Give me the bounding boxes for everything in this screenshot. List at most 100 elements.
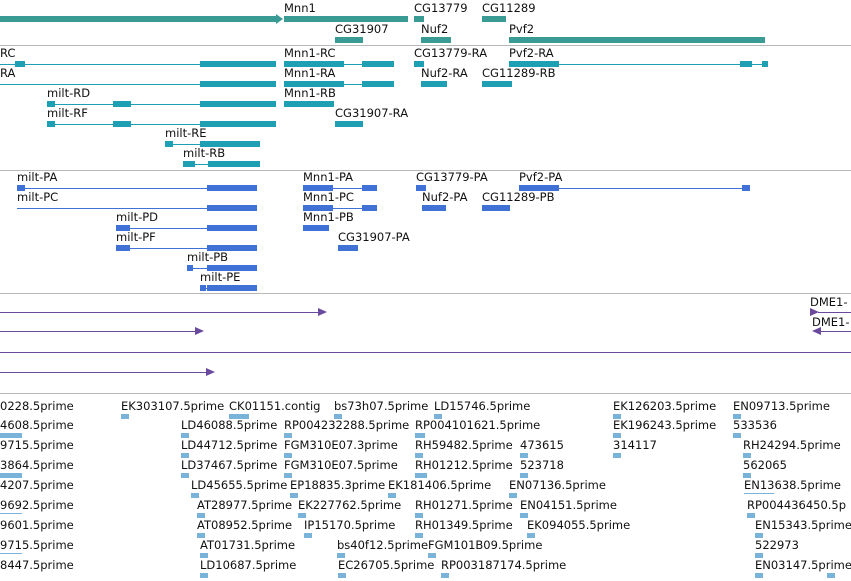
alignment-line[interactable] bbox=[820, 331, 851, 332]
gene-feature-icon[interactable] bbox=[414, 16, 424, 22]
est-feature-icon[interactable] bbox=[0, 513, 22, 514]
est-feature-icon[interactable] bbox=[334, 414, 342, 419]
gene-label[interactable]: CG31907 bbox=[335, 22, 389, 36]
cds-block[interactable] bbox=[207, 185, 257, 191]
alignment-line[interactable] bbox=[0, 331, 197, 332]
est-label[interactable]: 4608.5prime bbox=[0, 418, 74, 432]
est-label[interactable]: EK126203.5prime bbox=[613, 399, 717, 413]
est-label[interactable]: EC26705.5prime bbox=[338, 558, 435, 572]
protein-label[interactable]: milt-PA bbox=[17, 170, 58, 184]
alignment-line[interactable] bbox=[818, 312, 851, 313]
est-label[interactable]: 533536 bbox=[733, 418, 777, 432]
est-label[interactable]: 3864.5prime bbox=[0, 458, 74, 472]
est-label[interactable]: EN15343.5prime bbox=[755, 518, 851, 532]
est-label[interactable]: RP004232288.5prime bbox=[284, 418, 410, 432]
cds-block[interactable] bbox=[207, 285, 257, 291]
exon-block[interactable] bbox=[421, 81, 447, 87]
exon-block[interactable] bbox=[362, 81, 394, 87]
est-feature-icon[interactable] bbox=[520, 453, 528, 458]
est-feature-icon[interactable] bbox=[743, 453, 751, 458]
est-label[interactable]: 9715.5prime bbox=[0, 438, 74, 452]
gene-label[interactable]: Mnn1 bbox=[284, 1, 316, 15]
est-feature-icon[interactable] bbox=[747, 513, 755, 518]
transcript-label[interactable]: Mnn1-RA bbox=[284, 66, 336, 80]
est-feature-icon[interactable] bbox=[200, 573, 208, 578]
est-feature-icon[interactable] bbox=[509, 493, 517, 498]
est-feature-icon[interactable] bbox=[284, 453, 292, 458]
exon-block[interactable] bbox=[183, 161, 195, 167]
est-feature-icon[interactable] bbox=[434, 414, 442, 419]
protein-label[interactable]: milt-PF bbox=[116, 230, 156, 244]
est-feature-icon[interactable] bbox=[337, 553, 345, 558]
est-feature-icon[interactable] bbox=[415, 433, 425, 438]
est-label[interactable]: LD37467.5prime bbox=[181, 458, 278, 472]
est-feature-icon[interactable] bbox=[290, 493, 298, 498]
exon-block[interactable] bbox=[509, 61, 559, 67]
cds-block[interactable] bbox=[422, 205, 446, 211]
exon-block[interactable] bbox=[15, 61, 25, 67]
est-feature-icon[interactable] bbox=[181, 473, 189, 478]
est-label[interactable]: EK196243.5prime bbox=[613, 418, 717, 432]
exon-block[interactable] bbox=[414, 61, 424, 67]
transcript-label[interactable]: milt-RF bbox=[47, 106, 88, 120]
gene-feature-icon[interactable] bbox=[335, 37, 363, 43]
alignment-line[interactable] bbox=[0, 312, 320, 313]
cds-block[interactable] bbox=[303, 205, 333, 211]
est-feature-icon[interactable] bbox=[229, 414, 249, 419]
est-feature-icon[interactable] bbox=[284, 473, 292, 478]
est-label[interactable]: LD45655.5prime bbox=[191, 478, 288, 492]
cds-block[interactable] bbox=[207, 205, 257, 211]
exon-block[interactable] bbox=[47, 121, 55, 127]
transcript-label[interactable]: milt-RE bbox=[165, 126, 207, 140]
est-label[interactable]: bs40f12.5prime bbox=[337, 538, 429, 552]
est-feature-icon[interactable] bbox=[0, 473, 22, 478]
est-label[interactable]: EN13638.5prime bbox=[744, 478, 841, 492]
cds-block[interactable] bbox=[207, 225, 257, 231]
est-label[interactable]: AT28977.5prime bbox=[197, 498, 293, 512]
est-label[interactable]: RH24294.5prime bbox=[743, 438, 841, 452]
transcript-label[interactable]: Pvf2-RA bbox=[509, 46, 554, 60]
transcript-label[interactable]: RC bbox=[0, 46, 16, 60]
est-label[interactable]: IP15170.5prime bbox=[304, 518, 396, 532]
exon-block[interactable] bbox=[200, 141, 260, 147]
est-label[interactable]: 8447.5prime bbox=[0, 558, 74, 572]
exon-block[interactable] bbox=[284, 101, 334, 107]
est-label[interactable]: EN03147.5prime bbox=[755, 558, 851, 572]
est-label[interactable]: FGM101B09.5prime bbox=[428, 538, 543, 552]
protein-label[interactable]: CG11289-PB bbox=[482, 190, 555, 204]
cds-block[interactable] bbox=[116, 225, 130, 231]
cds-block[interactable] bbox=[303, 185, 333, 191]
protein-label[interactable]: milt-PB bbox=[187, 250, 229, 264]
cds-block[interactable] bbox=[303, 225, 329, 231]
est-label[interactable]: 522973 bbox=[755, 538, 799, 552]
est-label[interactable]: 314117 bbox=[613, 438, 657, 452]
est-label[interactable]: RP004101621.5prime bbox=[415, 418, 541, 432]
gene-feature-icon[interactable] bbox=[509, 37, 765, 43]
transcript-label[interactable]: Mnn1-RB bbox=[284, 86, 336, 100]
est-label[interactable]: bs73h07.5prime bbox=[334, 399, 429, 413]
est-label[interactable]: RH01349.5prime bbox=[415, 518, 513, 532]
est-feature-icon[interactable] bbox=[0, 553, 22, 554]
gene-feature-icon[interactable] bbox=[482, 16, 506, 22]
exon-block[interactable] bbox=[284, 81, 344, 87]
est-feature-icon[interactable] bbox=[755, 573, 763, 578]
protein-label[interactable]: CG31907-PA bbox=[338, 230, 410, 244]
transcript-label[interactable]: Mnn1-RC bbox=[284, 46, 336, 60]
est-feature-icon[interactable] bbox=[304, 533, 312, 538]
est-label[interactable]: 9692.5prime bbox=[0, 498, 74, 512]
gene-feature-icon[interactable] bbox=[0, 16, 276, 22]
est-label[interactable]: LD44712.5prime bbox=[181, 438, 278, 452]
protein-label[interactable]: Pvf2-PA bbox=[519, 170, 563, 184]
cds-block[interactable] bbox=[187, 265, 193, 271]
est-label[interactable]: LD15746.5prime bbox=[434, 399, 531, 413]
gene-feature-icon[interactable] bbox=[284, 16, 408, 22]
gene-feature-icon[interactable] bbox=[421, 37, 451, 43]
gene-label[interactable]: CG13779 bbox=[414, 1, 468, 15]
exon-block[interactable] bbox=[482, 81, 512, 87]
est-label[interactable]: RP003187174.5prime bbox=[441, 558, 567, 572]
est-feature-icon[interactable] bbox=[755, 533, 763, 538]
transcript-label[interactable]: CG31907-RA bbox=[335, 106, 409, 120]
est-label[interactable]: EN04151.5prime bbox=[520, 498, 617, 512]
cds-block[interactable] bbox=[362, 185, 377, 191]
cds-block[interactable] bbox=[338, 245, 358, 251]
